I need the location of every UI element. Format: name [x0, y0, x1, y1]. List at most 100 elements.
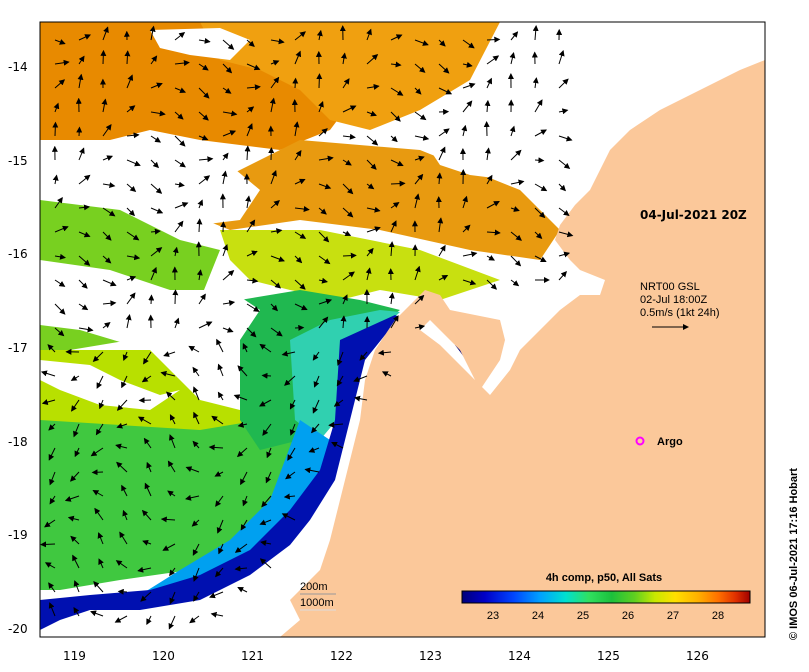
current-arrow [222, 270, 235, 281]
current-arrow [40, 541, 56, 548]
current-arrow [318, 155, 334, 162]
current-arrow [342, 271, 355, 281]
land-mass [280, 22, 765, 637]
current-arrow [116, 422, 128, 429]
current-arrow [54, 196, 63, 209]
current-arrow [486, 55, 500, 65]
current-arrow [534, 231, 543, 239]
current-arrow [390, 34, 403, 41]
current-arrow [143, 351, 152, 365]
current-arrow [484, 99, 491, 113]
current-arrow [192, 543, 200, 556]
lat-label: -18 [8, 435, 28, 449]
current-arrow [342, 230, 352, 237]
current-arrow [185, 466, 200, 473]
current-arrow [64, 495, 80, 502]
current-arrow [222, 110, 238, 117]
current-arrow [98, 558, 104, 569]
current-arrow [54, 253, 66, 260]
current-arrow [143, 437, 152, 449]
current-arrow [216, 338, 224, 353]
current-arrow [318, 183, 332, 190]
current-arrow [388, 292, 395, 305]
current-arrow [313, 375, 320, 388]
current-vectors [40, 25, 574, 630]
current-arrow [390, 87, 404, 96]
current-arrow [54, 59, 70, 66]
current-arrow [333, 399, 344, 407]
current-arrow [102, 231, 112, 241]
current-arrow [146, 615, 152, 625]
current-arrow [73, 423, 80, 438]
current-arrow [246, 277, 259, 284]
current-arrow [510, 255, 522, 267]
current-arrow [328, 421, 344, 428]
current-arrow [95, 423, 104, 436]
current-arrow [366, 159, 377, 170]
current-arrow [366, 28, 372, 41]
current-arrow [148, 294, 155, 305]
lat-label: -14 [8, 60, 28, 74]
current-arrow [124, 50, 131, 65]
current-arrow [102, 155, 114, 161]
current-arrow [122, 509, 129, 521]
current-arrow [340, 315, 347, 329]
colorbar: 4h comp, p50, All Sats 23 24 25 26 27 28 [461, 572, 751, 622]
current-arrow [311, 423, 320, 434]
current-arrow [54, 225, 69, 233]
current-arrow [140, 591, 152, 602]
current-arrow [336, 375, 344, 387]
current-arrow [281, 350, 296, 357]
current-arrow [289, 399, 296, 410]
current-arrow [74, 447, 81, 458]
current-arrow [366, 247, 374, 257]
current-arrow [222, 130, 237, 137]
current-arrow [265, 471, 272, 484]
current-arrow [119, 531, 128, 545]
current-arrow [163, 351, 176, 357]
lat-label: -17 [8, 341, 28, 355]
current-arrow [169, 591, 176, 605]
current-arrow [486, 279, 498, 290]
current-arrow [102, 300, 117, 307]
current-arrow [102, 207, 116, 217]
current-arrow [246, 219, 256, 233]
current-arrow [122, 351, 129, 362]
current-arrow [438, 87, 453, 95]
current-arrow [138, 397, 152, 404]
current-arrow [234, 543, 248, 553]
current-arrow [211, 415, 224, 425]
current-arrow [509, 125, 516, 137]
current-arrow [294, 231, 307, 239]
current-source-line2: 02-Jul 18:00Z [640, 294, 708, 306]
timestamp-label: 04-Jul-2021 20Z [640, 208, 747, 222]
current-arrow [244, 145, 251, 161]
current-arrow [70, 375, 80, 381]
argo-label: Argo [657, 436, 683, 448]
isobath-label: 1000m [300, 597, 334, 609]
current-arrow [281, 513, 296, 521]
current-arrow [169, 414, 176, 425]
current-arrow [510, 206, 520, 212]
current-arrow [381, 371, 392, 377]
current-arrow [98, 399, 105, 410]
current-arrow [377, 349, 392, 356]
current-arrow [48, 447, 56, 461]
current-arrow [142, 540, 152, 546]
current-arrow [318, 128, 328, 137]
current-arrow [366, 135, 379, 146]
current-arrow [342, 294, 348, 305]
current-arrow [189, 615, 200, 624]
current-arrow [116, 461, 128, 473]
current-arrow [233, 394, 248, 401]
current-arrow [414, 193, 420, 209]
current-arrow [126, 207, 136, 217]
current-arrow [234, 565, 248, 572]
current-arrow [54, 327, 65, 337]
current-arrow [390, 180, 406, 187]
current-arrow [117, 588, 128, 595]
current-arrow [47, 344, 56, 353]
current-arrow [78, 174, 91, 185]
current-arrow [342, 133, 356, 140]
current-arrow [462, 61, 473, 68]
